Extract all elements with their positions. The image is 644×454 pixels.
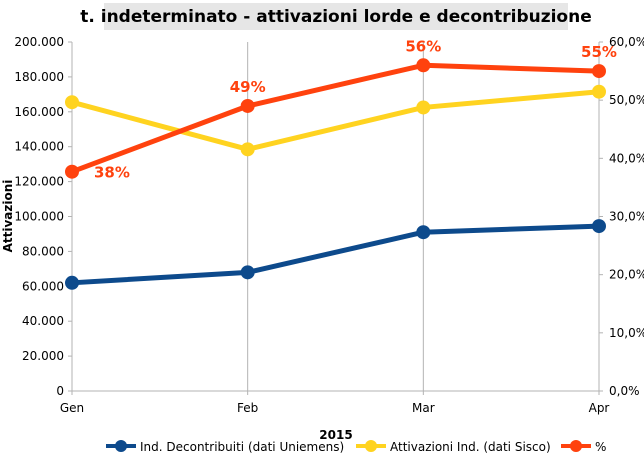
y-tick-label: 180.000 — [14, 70, 64, 84]
series-line — [69, 223, 602, 286]
series-line — [69, 89, 602, 152]
legend-swatch-marker — [365, 440, 377, 452]
y-tick-label: 20.000 — [22, 349, 64, 363]
title-background — [104, 3, 568, 30]
x-axis-title: 2015 — [319, 428, 352, 442]
series-point — [416, 58, 431, 73]
series-point — [592, 84, 606, 99]
x-tick-label: Apr — [589, 401, 610, 415]
y-tick-label: 80.000 — [22, 244, 64, 258]
series-point — [65, 95, 79, 110]
data-label: 56% — [405, 37, 441, 55]
legend-swatch-marker — [115, 440, 127, 452]
x-tick-label: Feb — [237, 401, 258, 415]
y-tick-label: 120.000 — [14, 175, 64, 189]
y-tick-label: 160.000 — [14, 105, 64, 119]
data-label: 49% — [230, 78, 266, 96]
series-point — [592, 64, 606, 79]
grid — [247, 42, 424, 391]
x-tick-label: Mar — [412, 401, 435, 415]
legend-label: Ind. Decontribuiti (dati Uniemens) — [140, 440, 344, 454]
legend-swatch-marker — [570, 440, 582, 452]
legend: Ind. Decontribuiti (dati Uniemens) Attiva… — [106, 440, 606, 454]
series-point — [240, 265, 255, 280]
series-point — [65, 164, 79, 179]
y-tick-label: 0 — [56, 384, 64, 398]
y2-tick-label: 40,0% — [609, 151, 644, 165]
chart-title: t. indeterminato - attivazioni lorde e d… — [80, 7, 592, 27]
data-label: 38% — [94, 164, 130, 182]
data-labels: 38% 49% 56% 55% — [94, 37, 617, 181]
series-point — [240, 98, 255, 113]
series-point — [240, 142, 255, 157]
series-point — [65, 275, 79, 290]
series-point — [416, 225, 431, 240]
series-point — [416, 100, 431, 115]
y2-tick-label: 0,0% — [609, 384, 640, 398]
series-line — [69, 62, 602, 175]
y2-tick-label: 30,0% — [609, 210, 644, 224]
y2-tick-label: 20,0% — [609, 268, 644, 282]
y2-tick-label: 10,0% — [609, 326, 644, 340]
series-point — [592, 219, 606, 234]
y2-tick-label: 50,0% — [609, 93, 644, 107]
x-tick-label: Gen — [60, 401, 84, 415]
y2-tick-label: 60,0% — [609, 35, 644, 49]
y-tick-label: 140.000 — [14, 140, 64, 154]
legend-label: Attivazioni Ind. (dati Sisco) — [390, 440, 551, 454]
y-tick-label: 100.000 — [14, 210, 64, 224]
y-axis-title: Attivazioni — [1, 180, 15, 253]
y-tick-label: 60.000 — [22, 279, 64, 293]
data-label: 55% — [581, 43, 617, 61]
axes: 0 20.000 40.000 60.000 80.000 100.000 120.000 1… — [14, 35, 644, 415]
series-lines — [65, 58, 606, 290]
y-tick-label: 200.000 — [14, 35, 64, 49]
y-tick-label: 40.000 — [22, 314, 64, 328]
legend-label: % — [595, 440, 606, 454]
